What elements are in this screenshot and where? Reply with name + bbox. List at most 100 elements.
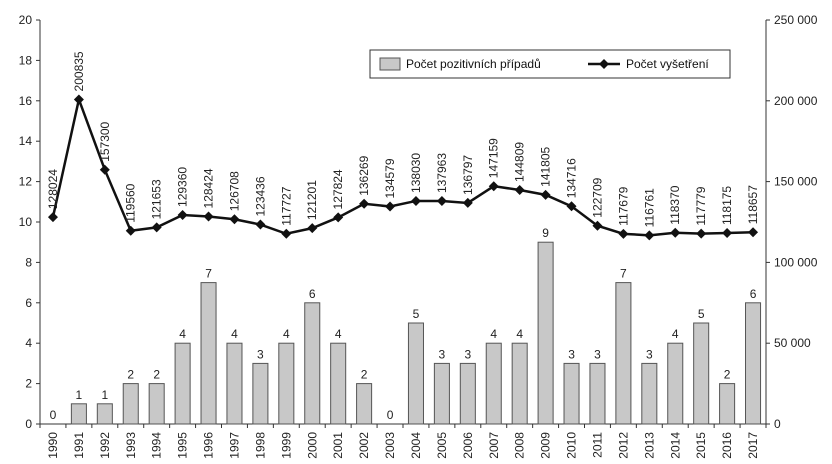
bar-value-label: 2 [153, 368, 160, 382]
bar [641, 362, 658, 425]
x-tick-label: 2010 [565, 432, 579, 459]
left-tick-label: 0 [25, 417, 32, 431]
bar-value-label: 4 [672, 327, 679, 341]
bar-value-label: 4 [283, 327, 290, 341]
legend-box [369, 49, 731, 79]
bar [589, 362, 606, 425]
right-tick-label: 100 000 [774, 255, 818, 269]
bar-value-label: 4 [179, 327, 186, 341]
line-point [722, 228, 733, 239]
line-value-label: 141805 [539, 146, 553, 186]
right-tick-label: 0 [774, 417, 781, 431]
x-tick-label: 2002 [357, 432, 371, 459]
line-value-label: 121201 [305, 180, 319, 220]
left-tick-label: 16 [19, 94, 33, 108]
bar-value-label: 4 [516, 327, 523, 341]
line-point [73, 94, 84, 105]
bar-value-label: 3 [646, 347, 653, 361]
bar-value-label: 5 [698, 307, 705, 321]
x-tick-label: 2006 [461, 432, 475, 459]
line-point [333, 212, 344, 223]
bar [511, 342, 528, 425]
line-value-label: 123436 [253, 176, 267, 216]
line-value-label: 136797 [461, 155, 475, 195]
line-point [203, 211, 214, 222]
line-value-label: 134579 [383, 158, 397, 198]
x-tick-label: 2001 [331, 432, 345, 459]
x-tick-label: 1991 [72, 432, 86, 459]
line-point [436, 196, 447, 207]
x-tick-label: 2013 [642, 432, 656, 459]
line-value-label: 134716 [565, 158, 579, 198]
line-point [385, 201, 396, 212]
bar [667, 342, 684, 425]
line-value-label: 116761 [642, 188, 656, 227]
line-point [177, 209, 188, 220]
x-tick-label: 2016 [720, 432, 734, 459]
left-tick-label: 18 [19, 53, 33, 67]
line-point [281, 228, 292, 239]
line-value-label: 136269 [357, 155, 371, 195]
x-tick-label: 1992 [98, 432, 112, 459]
line-point [410, 195, 421, 206]
bar [485, 342, 502, 425]
line-point [748, 227, 759, 238]
bar [70, 403, 87, 425]
bar [174, 342, 191, 425]
line-value-label: 117679 [616, 186, 630, 225]
x-tick-label: 1995 [176, 432, 190, 459]
bar-value-label: 2 [127, 368, 134, 382]
line-point [644, 230, 655, 241]
left-tick-label: 8 [25, 255, 32, 269]
x-tick-label: 1998 [253, 432, 267, 459]
line-point [359, 198, 370, 209]
line-point [540, 189, 551, 200]
line-point [566, 201, 577, 212]
x-tick-label: 1994 [150, 432, 164, 459]
bar [278, 342, 295, 425]
bar-value-label: 1 [76, 388, 83, 402]
line-value-label: 117779 [694, 186, 708, 225]
x-tick-label: 2000 [305, 432, 319, 459]
line-value-label: 128024 [46, 169, 60, 209]
x-tick-label: 2015 [694, 432, 708, 459]
legend-swatch-marker [599, 59, 609, 69]
bar-value-label: 3 [568, 347, 575, 361]
bar-value-label: 4 [335, 327, 342, 341]
left-tick-label: 6 [25, 296, 32, 310]
line-point [462, 197, 473, 208]
x-tick-label: 2007 [487, 432, 501, 459]
left-tick-label: 4 [25, 336, 32, 350]
bar [407, 322, 424, 425]
x-tick-label: 2012 [616, 432, 630, 459]
bar-value-label: 5 [413, 307, 420, 321]
left-tick-label: 20 [19, 13, 33, 27]
bar-value-label: 1 [101, 388, 108, 402]
line-value-label: 137963 [435, 153, 449, 193]
line-value-label: 127824 [331, 169, 345, 209]
line-value-label: 138030 [409, 153, 423, 193]
x-tick-label: 2008 [513, 432, 527, 459]
legend-swatch-bars [379, 57, 401, 71]
bar [615, 282, 632, 425]
right-tick-label: 200 000 [774, 94, 818, 108]
bar-value-label: 0 [387, 408, 394, 422]
bar [200, 282, 217, 425]
bar-value-label: 4 [231, 327, 238, 341]
line-point [618, 228, 629, 239]
x-tick-label: 1999 [279, 432, 293, 459]
bar-value-label: 3 [257, 347, 264, 361]
legend-label-line: Počet vyšetření [626, 57, 709, 71]
bar [148, 383, 165, 425]
line-point [307, 223, 318, 234]
x-tick-label: 2005 [435, 432, 449, 459]
line-point [125, 225, 136, 236]
line-value-label: 121653 [150, 179, 164, 219]
line-point [47, 212, 58, 223]
line-value-label: 147159 [487, 138, 501, 178]
line-value-label: 128424 [202, 168, 216, 208]
bar [719, 383, 736, 425]
line-point [229, 214, 240, 225]
line-point [99, 164, 110, 175]
right-tick-label: 250 000 [774, 13, 818, 27]
